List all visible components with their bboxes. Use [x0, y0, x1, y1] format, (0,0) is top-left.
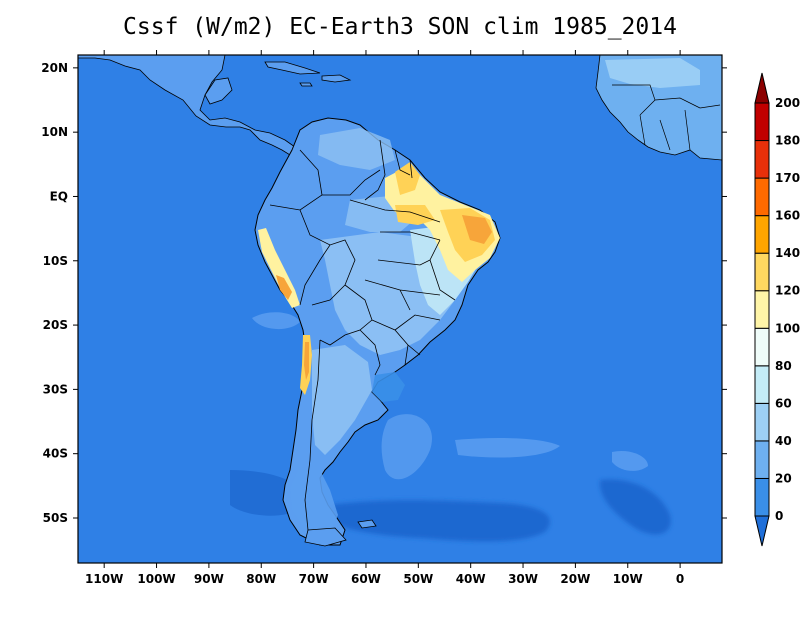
- land-yucatan: [204, 77, 233, 105]
- lat-tick-label: 20N: [41, 61, 68, 75]
- island-hispaniola: [321, 74, 352, 83]
- dark-ocean-band-south: [330, 500, 550, 542]
- colorbar-level-label: 60: [775, 396, 792, 410]
- warm-zone-atacama-core: [304, 342, 309, 380]
- map-frame: [77, 54, 723, 564]
- colorbar-swatch: [754, 327, 770, 367]
- lon-tick-label: 60W: [351, 572, 381, 586]
- colorbar: 0 20 40 60 80 100 120 140 160 170 180 200: [754, 72, 800, 547]
- light-ocean-patch-2: [381, 414, 432, 480]
- colorbar-swatch: [754, 440, 770, 479]
- africa-borders: [612, 84, 721, 151]
- lon-tick-label: 70W: [299, 572, 329, 586]
- island-jamaica: [299, 82, 313, 87]
- colorbar-swatch: [754, 102, 770, 142]
- colorbar-level-label: 120: [775, 284, 800, 298]
- colorbar-swatch: [754, 252, 770, 292]
- warm-zone-para: [395, 205, 435, 225]
- lat-tick-label: 10N: [41, 125, 68, 139]
- colorbar-swatch: [754, 140, 770, 179]
- lat-tick-label: 20S: [43, 318, 68, 332]
- lat-tick-label: 40S: [43, 447, 68, 461]
- colorbar-level-label: 170: [775, 171, 800, 185]
- colorbar-level-label: 180: [775, 134, 800, 148]
- colorbar-swatch: [754, 215, 770, 254]
- lon-tick-label: 40W: [456, 572, 486, 586]
- dark-ocean-band-east: [599, 479, 671, 535]
- colorbar-level-label: 200: [775, 96, 800, 110]
- land-pampas-light: [312, 345, 372, 455]
- land-uruguay: [372, 372, 405, 402]
- colorbar-level-label: 40: [775, 434, 792, 448]
- lon-tick-label: 90W: [194, 572, 224, 586]
- colorbar-level-label: 80: [775, 359, 792, 373]
- lon-tick-label: 10W: [613, 572, 643, 586]
- colorbar-swatch: [754, 477, 770, 517]
- colorbar-level-label: 100: [775, 321, 800, 335]
- colorbar-bottom-arrow: [754, 515, 770, 547]
- colorbar-swatch: [754, 290, 770, 329]
- warm-zone-ne-hot: [462, 215, 492, 244]
- colorbar-swatch: [754, 177, 770, 217]
- map-title: Cssf (W/m2) EC-Earth3 SON clim 1985_2014: [123, 14, 677, 40]
- lon-tick-label: 110W: [85, 572, 123, 586]
- lat-tick-label: EQ: [50, 189, 68, 203]
- colorbar-level-label: 0: [775, 509, 783, 523]
- lat-tick-label: 10S: [43, 254, 68, 268]
- island-cuba: [264, 61, 321, 75]
- colorbar-level-label: 160: [775, 209, 800, 223]
- light-ocean-patch-1: [252, 312, 300, 330]
- africa-light-patch: [605, 58, 700, 88]
- land-central-america: [78, 55, 296, 156]
- island-falklands: [357, 519, 377, 529]
- country-borders: [269, 139, 456, 531]
- lon-tick-label: 100W: [137, 572, 175, 586]
- lat-tick-label: 50S: [43, 511, 68, 525]
- colorbar-level-label: 20: [775, 471, 792, 485]
- lon-tick-label: 80W: [246, 572, 276, 586]
- colorbar-swatch: [754, 365, 770, 404]
- lon-tick-label: 30W: [508, 572, 538, 586]
- lon-tick-label: 20W: [560, 572, 590, 586]
- colorbar-swatch: [754, 402, 770, 442]
- latitude-axis: 20N 10N EQ 10S 20S 30S 40S 50S: [41, 61, 727, 525]
- colorbar-top-arrow: [754, 72, 770, 104]
- lon-tick-label: 50W: [403, 572, 433, 586]
- land-patagonia-dark: [290, 470, 338, 535]
- light-ocean-patch-4: [612, 450, 648, 471]
- colorbar-level-label: 140: [775, 246, 800, 260]
- longitude-axis: 110W 100W 90W 80W 70W 60W 50W 40W 30W 20W 10W 0: [85, 50, 684, 586]
- lon-tick-label: 0: [676, 572, 684, 586]
- map-panel: [78, 55, 722, 563]
- lat-tick-label: 30S: [43, 382, 68, 396]
- light-ocean-patch-3: [455, 438, 560, 458]
- island-tierra-del-fuego: [304, 527, 347, 547]
- land-venezuela-shade: [318, 128, 395, 170]
- warm-zone-peru-hot: [276, 275, 292, 300]
